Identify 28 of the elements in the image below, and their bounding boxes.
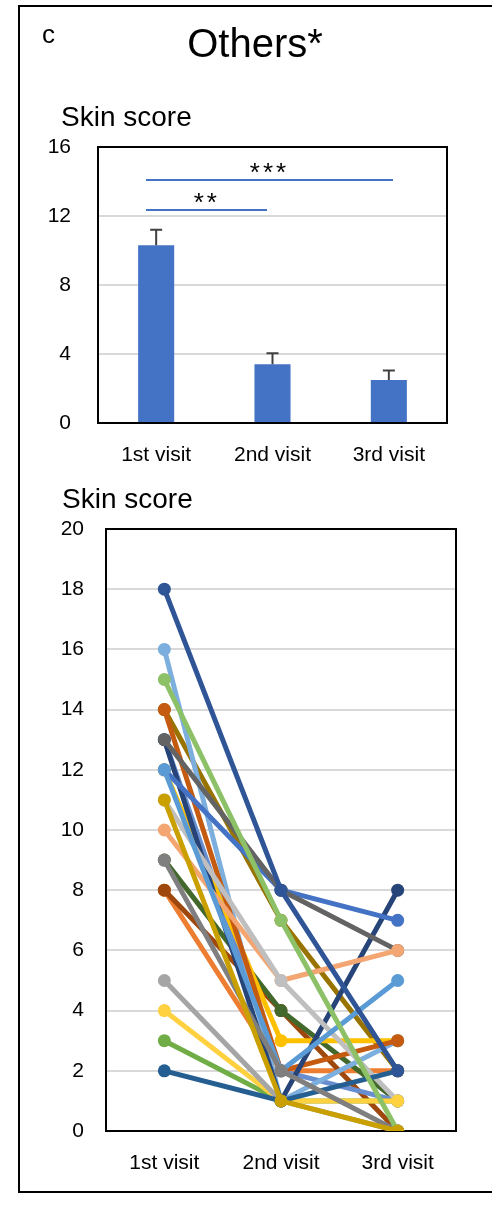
y-tick-label: 12 <box>47 202 71 226</box>
x-tick-label: 1st visit <box>121 442 192 466</box>
annotation: *** <box>248 157 291 188</box>
y-tick-label: 6 <box>72 937 84 961</box>
y-tick-label: 4 <box>72 997 85 1021</box>
x-tick-label: 3rd visit <box>352 442 426 466</box>
x-tick-label: 2nd visit <box>242 1150 320 1174</box>
x-tick-label: 1st visit <box>129 1150 200 1174</box>
y-tick-label: 14 <box>60 696 85 720</box>
y-tick-label: 16 <box>47 133 71 157</box>
x-tick-label: 2nd visit <box>233 442 312 466</box>
x-tick-label: 3rd visit <box>361 1150 434 1174</box>
y-tick-label: 12 <box>60 756 84 780</box>
y-tick-label: 16 <box>60 636 84 660</box>
y-tick-label: 0 <box>72 1117 84 1141</box>
y-tick-label: 2 <box>72 1057 84 1081</box>
y-tick-label: 8 <box>72 877 84 900</box>
annotation: ** <box>192 187 221 218</box>
y-tick-label: 8 <box>59 271 71 295</box>
y-tick-label: 10 <box>60 816 84 840</box>
y-axis-title: Skin score <box>62 483 193 515</box>
y-axis-title: Skin score <box>61 101 192 133</box>
y-tick-label: 0 <box>59 409 71 433</box>
y-tick-label: 18 <box>60 576 84 599</box>
y-tick-label: 20 <box>60 515 84 539</box>
chart-title: Others* <box>187 21 323 65</box>
text: c <box>42 19 55 49</box>
y-tick-label: 4 <box>59 340 72 364</box>
